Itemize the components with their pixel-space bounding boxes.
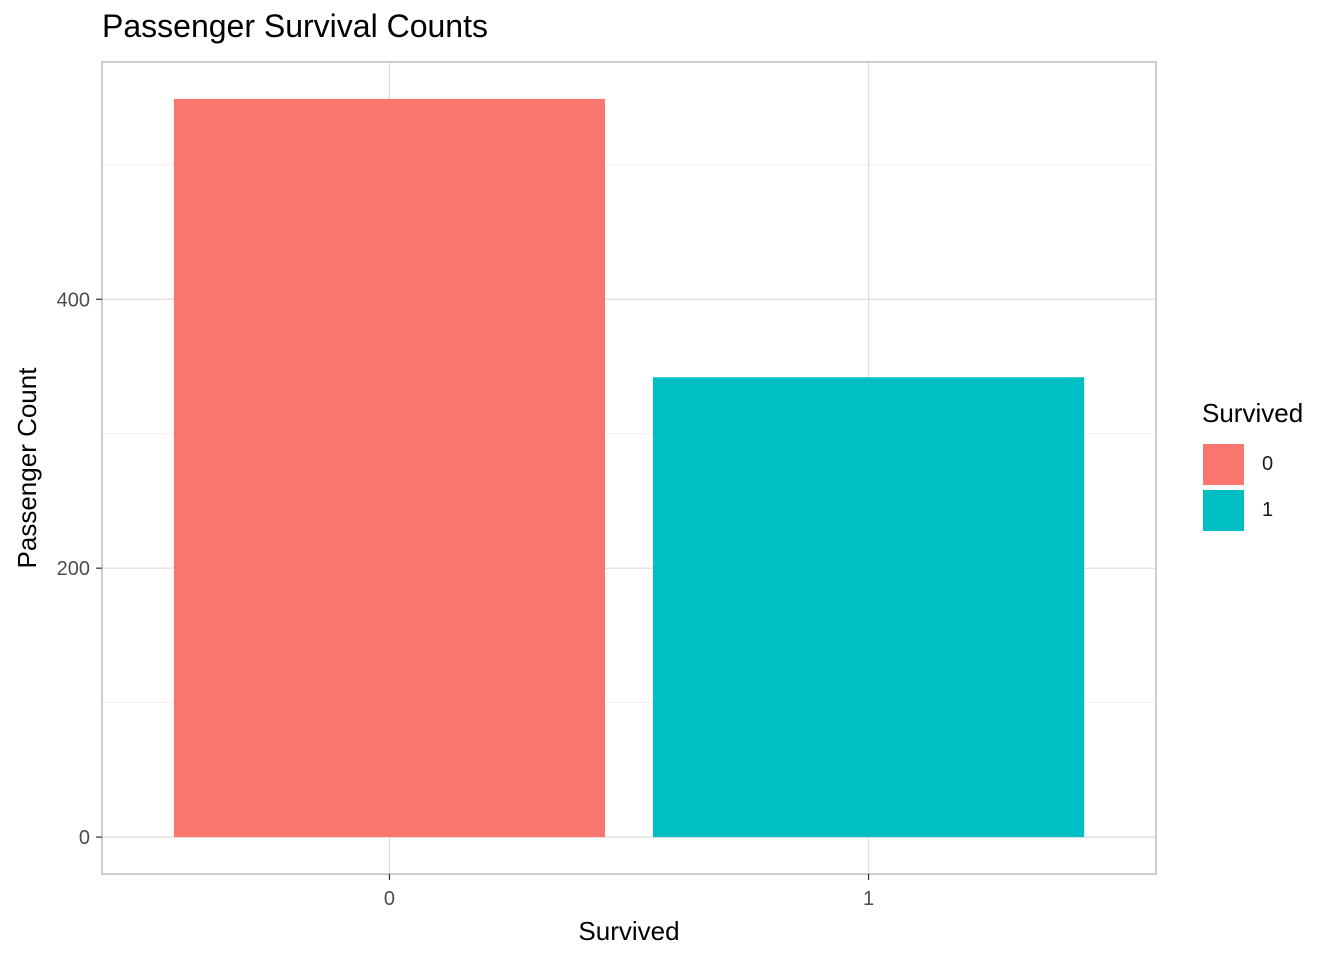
bar-1 xyxy=(652,377,1085,838)
legend: Survived 0 1 xyxy=(1202,398,1303,533)
y-tick-label: 400 xyxy=(57,289,90,311)
x-tick-label: 0 xyxy=(384,888,395,910)
legend-key-1 xyxy=(1202,488,1245,532)
y-axis-label: Passenger Count xyxy=(12,367,42,569)
y-tick-label: 0 xyxy=(79,827,90,849)
legend-label-1: 1 xyxy=(1262,498,1274,521)
bar-0 xyxy=(173,98,606,838)
legend-key-0 xyxy=(1202,442,1245,486)
x-tick-label: 1 xyxy=(863,888,874,910)
y-tick-label: 200 xyxy=(57,558,90,580)
legend-label-0: 0 xyxy=(1262,452,1274,475)
bars xyxy=(173,98,1085,838)
legend-item-0: 0 xyxy=(1202,441,1303,487)
legend-title: Survived xyxy=(1202,398,1304,428)
chart-title: Passenger Survival Counts xyxy=(102,8,488,44)
plot-panel-border xyxy=(101,61,1157,875)
x-axis-label: Survived xyxy=(578,916,679,946)
y-axis: 0 200 400 xyxy=(57,289,102,849)
legend-item-1: 1 xyxy=(1202,487,1303,533)
